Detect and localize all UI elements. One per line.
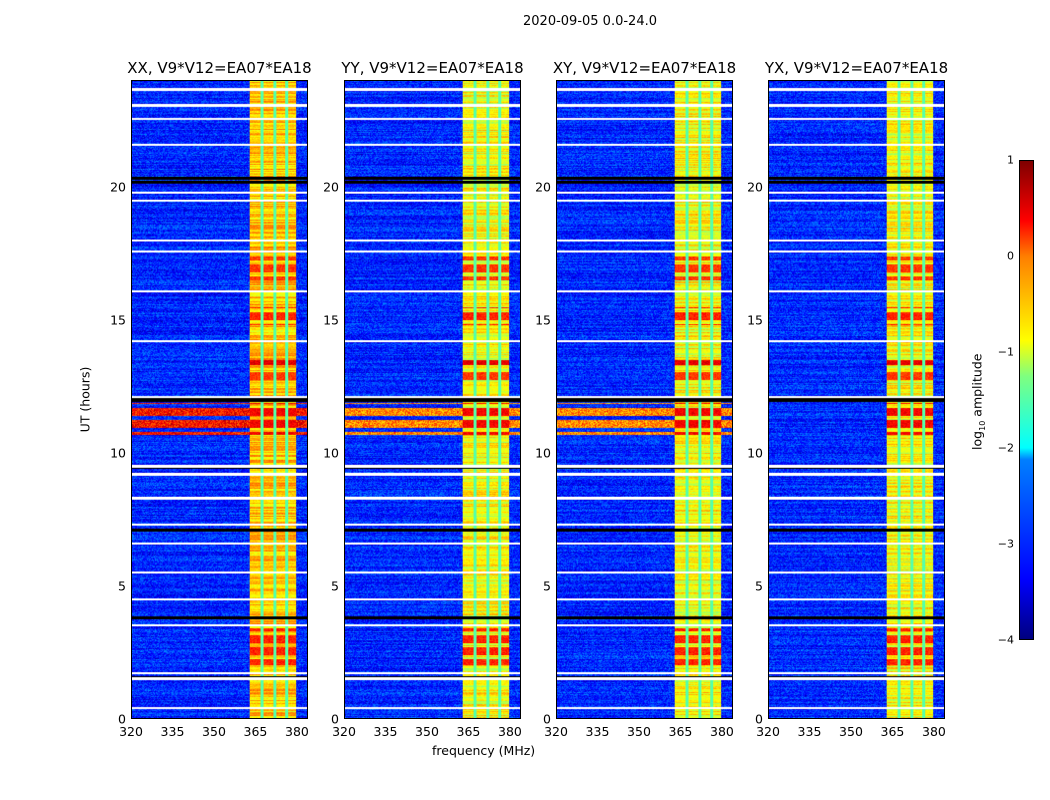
- heatmap-cells: [769, 81, 944, 718]
- y-tick-label: 0: [331, 711, 339, 727]
- heatmap-cells: [345, 81, 520, 718]
- y-tick-label: 5: [755, 578, 763, 594]
- colorbar-tick-label: −4: [997, 633, 1014, 647]
- heatmap-panel: [344, 80, 521, 719]
- y-tick-label: 10: [110, 445, 126, 461]
- x-tick-label: 380: [285, 724, 309, 739]
- colorbar-tick-label: −1: [997, 345, 1014, 359]
- x-tick-label: 350: [202, 724, 226, 739]
- x-tick-label: 365: [880, 724, 905, 739]
- y-tick-label: 0: [755, 711, 763, 727]
- y-tick-label: 15: [535, 312, 551, 328]
- x-tick-label: 320: [119, 724, 143, 739]
- x-tick-label: 380: [710, 724, 734, 739]
- panel-title: YX, V9*V12=EA07*EA18: [764, 59, 949, 77]
- figure-title: 2020-09-05 0.0-24.0: [523, 14, 657, 29]
- y-tick-label: 5: [118, 578, 126, 594]
- heatmap-panel: [556, 80, 733, 719]
- y-tick-label: 10: [747, 445, 763, 461]
- x-tick-label: 350: [839, 724, 863, 739]
- x-tick-label: 380: [922, 724, 946, 739]
- x-tick-label: 335: [585, 724, 610, 739]
- colorbar-tick-label: −2: [997, 441, 1014, 455]
- y-tick-label: 0: [543, 711, 551, 727]
- x-tick-label: 365: [243, 724, 268, 739]
- x-axis-label: frequency (MHz): [432, 743, 536, 758]
- x-tick-label: 350: [627, 724, 651, 739]
- y-tick-label: 10: [535, 445, 551, 461]
- heatmap-cells: [132, 81, 307, 718]
- panel-title: XX, V9*V12=EA07*EA18: [127, 59, 312, 77]
- colorbar-tick-label: 0: [1007, 249, 1014, 263]
- panel-title: YY, V9*V12=EA07*EA18: [341, 59, 524, 77]
- x-tick-label: 320: [544, 724, 568, 739]
- y-tick-label: 20: [110, 179, 126, 194]
- y-tick-label: 20: [747, 179, 763, 194]
- y-tick-label: 10: [323, 445, 339, 461]
- y-tick-label: 5: [331, 578, 339, 594]
- heatmap-panel: [768, 80, 945, 719]
- x-tick-label: 350: [415, 724, 439, 739]
- x-tick-label: 365: [456, 724, 481, 739]
- colorbar-tick-label: 1: [1007, 153, 1014, 167]
- y-axis-label: UT (hours): [77, 366, 93, 433]
- x-tick-label: 320: [756, 724, 780, 739]
- x-tick-label: 335: [373, 724, 398, 739]
- colorbar: [1019, 160, 1034, 640]
- y-tick-label: 20: [535, 179, 551, 194]
- y-tick-label: 15: [323, 312, 339, 328]
- x-tick-label: 320: [332, 724, 356, 739]
- x-tick-label: 380: [498, 724, 522, 739]
- heatmap-panel: [131, 80, 308, 719]
- panel-title: XY, V9*V12=EA07*EA18: [552, 59, 737, 77]
- x-tick-label: 365: [668, 724, 693, 739]
- y-tick-label: 15: [110, 312, 126, 328]
- heatmap-cells: [557, 81, 732, 718]
- y-tick-label: 15: [747, 312, 763, 328]
- colorbar-label: log10 amplitude: [969, 353, 987, 450]
- colorbar-tick-label: −3: [997, 537, 1014, 551]
- x-tick-label: 335: [160, 724, 185, 739]
- y-tick-label: 5: [543, 578, 551, 594]
- x-tick-label: 335: [797, 724, 822, 739]
- y-tick-label: 0: [118, 711, 126, 727]
- y-tick-label: 20: [323, 179, 339, 194]
